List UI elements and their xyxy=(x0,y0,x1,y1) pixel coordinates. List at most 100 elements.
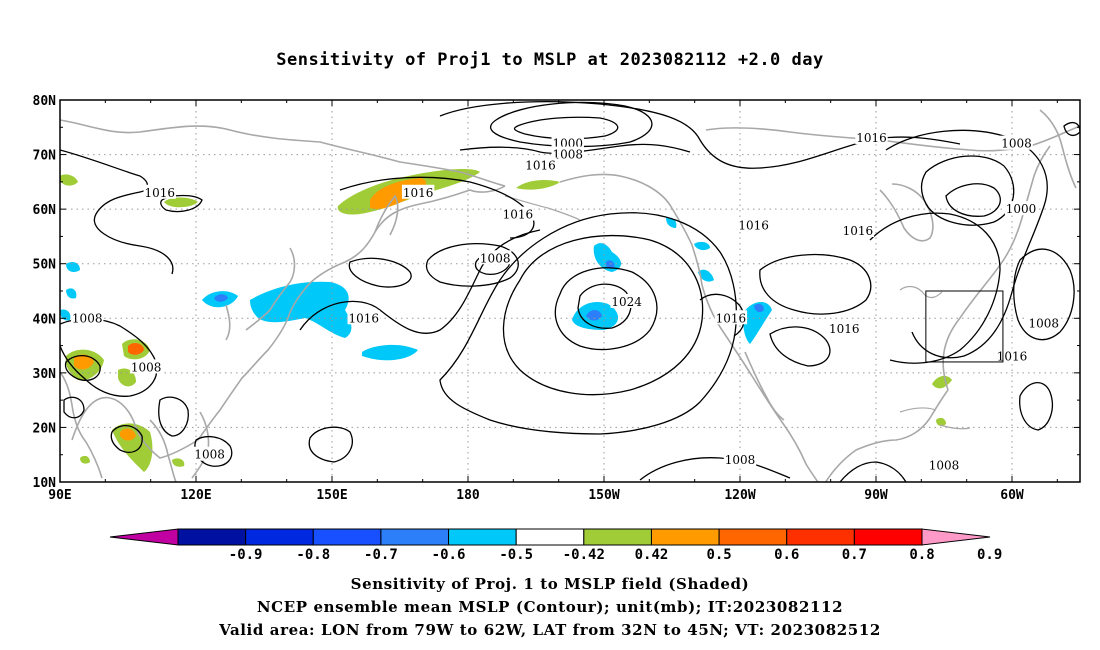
coast-korea xyxy=(225,304,231,341)
colorbar-box xyxy=(245,528,314,546)
lat-label: 50N xyxy=(33,258,57,273)
shading-blue-california xyxy=(754,303,764,313)
contour-label: 1008 xyxy=(1001,137,1032,151)
contour-high-1024 xyxy=(554,267,658,351)
coast-arctic-asia xyxy=(60,119,506,187)
contour-label: 1008 xyxy=(480,251,511,265)
contour-label: 1024 xyxy=(611,295,642,309)
lon-label: 120W xyxy=(724,488,755,503)
coast-india xyxy=(60,371,103,479)
colorbar-box xyxy=(312,528,382,546)
contour-atlantic-1016-b xyxy=(1019,382,1053,431)
axis-ticks xyxy=(59,99,1080,483)
latitude-labels: 80N 70N 60N 50N 40N 30N 20N 10N xyxy=(33,94,57,491)
contour-us-1016 xyxy=(759,253,872,315)
lon-label: 180 xyxy=(456,488,480,503)
colorbar-label: -0.5 xyxy=(499,547,533,563)
lat-label: 40N xyxy=(33,312,57,327)
contour-aleutian-1008 xyxy=(425,243,519,287)
coast-southeast-asia xyxy=(149,419,177,482)
coast-greenland xyxy=(1039,109,1077,189)
colorbar-label: 0.6 xyxy=(774,547,799,563)
colorbar-box xyxy=(583,528,652,546)
contour-canada-1008 xyxy=(885,129,1048,359)
contour-asia-1008-e xyxy=(158,396,189,437)
contour-label: 1016 xyxy=(525,158,556,172)
contour-label: 1000 xyxy=(1006,202,1037,216)
contour-label-bg xyxy=(1004,201,1038,216)
coast-north-america-west xyxy=(701,284,819,482)
contour-label-bg xyxy=(737,217,770,232)
colorbar-label: 0.7 xyxy=(842,547,867,563)
contour-label: 1016 xyxy=(738,219,769,233)
colorbar-box xyxy=(718,528,788,546)
longitude-labels: 90E 120E 150E 180 150W 120W 90W 60W xyxy=(48,488,1024,503)
lat-label: 80N xyxy=(33,94,57,109)
contour-label-bg xyxy=(841,222,875,237)
shading-cyan-oregon-coast xyxy=(698,269,714,282)
colorbar-label: -0.6 xyxy=(432,547,466,563)
contour-label-bg xyxy=(927,457,961,472)
footer-line-1: Sensitivity of Proj. 1 to MSLP field (Sh… xyxy=(350,575,750,593)
contour-label-bg xyxy=(551,146,584,161)
contour-label: 1016 xyxy=(997,349,1028,363)
contour-label-bg xyxy=(347,310,380,325)
contour-arctic-low-1008 xyxy=(490,101,653,148)
colorbar-box xyxy=(515,528,585,546)
contour-label: 1016 xyxy=(348,311,379,325)
shading-cyan-gulf-bc xyxy=(666,217,677,228)
shading-cyan-california xyxy=(743,301,772,344)
contour-asia-1008-d xyxy=(110,425,143,453)
shading-green-small-3 xyxy=(80,455,90,464)
valid-area-box xyxy=(925,290,1004,363)
contour-label-bg xyxy=(501,206,535,221)
contour-label: 1016 xyxy=(843,224,874,238)
colorbar-box xyxy=(448,528,517,546)
page-title: Sensitivity of Proj1 to MSLP at 20230821… xyxy=(276,50,824,70)
contour-asia-1008 xyxy=(60,318,158,397)
coast-labrador xyxy=(1005,145,1051,257)
contour-label-bg xyxy=(855,130,888,145)
colorbar-label: -0.42 xyxy=(563,547,605,563)
lon-label: 60W xyxy=(1000,488,1024,503)
shading-cyan-pacific-south xyxy=(362,344,418,361)
lat-label: 30N xyxy=(33,367,57,382)
contour-high-1016 xyxy=(502,234,704,396)
coast-east-us xyxy=(942,255,1007,391)
coastlines xyxy=(60,109,1080,482)
shading-cyan-west-1 xyxy=(66,262,80,272)
shading-green-small-5 xyxy=(936,417,946,427)
contour-label: 1008 xyxy=(72,311,103,325)
coast-gulf-mexico xyxy=(824,389,949,482)
shading-blue-japan-sea xyxy=(214,294,228,302)
contour-label-bg xyxy=(71,310,104,325)
contour-canada-low-1004 xyxy=(920,155,1015,226)
shading-green-kamchatka-east xyxy=(516,180,560,190)
shading-orange-india xyxy=(74,354,94,370)
lon-label: 90E xyxy=(48,488,71,503)
contour-label: 1016 xyxy=(829,322,860,336)
contour-label-bg xyxy=(1000,135,1033,150)
coast-china-south xyxy=(71,396,199,459)
contour-canada-low-1000 xyxy=(945,183,1001,217)
shading-blue-pacific-high xyxy=(586,310,602,321)
mslp-contours xyxy=(60,101,1080,482)
contour-siberia-1016 xyxy=(339,176,535,239)
contour-asia-1008-b xyxy=(64,355,101,381)
colorbar-label: -0.9 xyxy=(229,547,263,563)
contour-label: 1016 xyxy=(144,186,175,200)
contour-label-bg xyxy=(401,184,435,199)
contour-label: 1008 xyxy=(1028,317,1059,331)
colorbar-label: 0.8 xyxy=(909,547,934,563)
contour-us-1016-c xyxy=(699,293,745,337)
contour-label-bg xyxy=(551,135,584,150)
shading-orange-china xyxy=(128,343,144,355)
coast-caribbean xyxy=(899,407,971,430)
contour-label: 1008 xyxy=(929,459,960,473)
contour-label-bg xyxy=(610,293,643,308)
coast-east-asia xyxy=(197,185,506,441)
lon-label: 90W xyxy=(864,488,888,503)
shading-green-small-1 xyxy=(164,197,198,208)
